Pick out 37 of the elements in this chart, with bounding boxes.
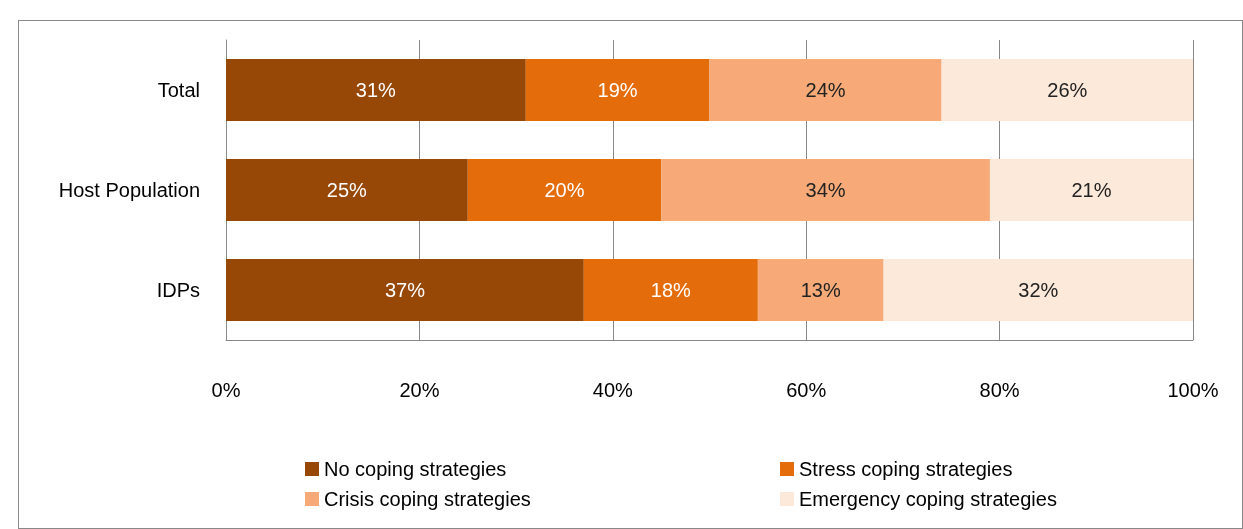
x-tick-label: 0% [211,379,241,401]
data-label: 34% [805,179,846,201]
data-label: 18% [650,279,692,301]
x-tick-label: 60% [786,379,827,401]
bar [226,159,468,221]
bar [757,259,884,321]
data-label: 31% [355,79,397,101]
data-label: 32% [1018,279,1059,301]
x-tick-label: 20% [399,379,440,401]
bar [226,59,526,121]
bar [883,259,1193,321]
y-tick-label: Total [157,79,200,101]
data-label: 20% [544,179,585,201]
data-label: 37% [384,279,426,301]
y-tick-label: Host Population [58,179,200,201]
x-tick-label: 80% [979,379,1020,401]
data-label: 25% [326,179,368,201]
data-label: 13% [800,279,841,301]
data-label: 21% [1071,179,1112,201]
bar [583,259,758,321]
data-label: 24% [805,79,846,101]
data-label: 26% [1047,79,1088,101]
legend-label: No coping strategies [324,458,507,480]
bar [941,59,1193,121]
legend-label: Crisis coping strategies [324,488,531,510]
bar [989,159,1193,221]
y-tick-label: IDPs [156,279,200,301]
data-label: 19% [597,79,638,101]
x-tick-label: 40% [592,379,634,401]
x-tick-label: 100% [1167,379,1219,401]
bar [661,159,990,221]
legend-label: Emergency coping strategies [799,488,1057,510]
bar [226,259,584,321]
legend-label: Stress coping strategies [799,458,1013,480]
bar [525,59,710,121]
bar [709,59,942,121]
bar [467,159,662,221]
